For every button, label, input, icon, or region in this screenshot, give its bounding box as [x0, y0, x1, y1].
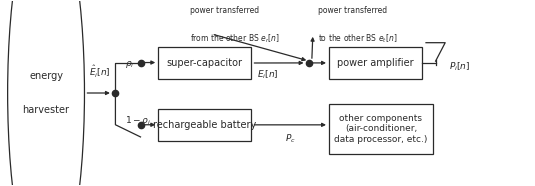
- Text: $P_c$: $P_c$: [285, 132, 296, 145]
- Bar: [329, 104, 433, 154]
- Text: power transferred: power transferred: [318, 6, 387, 15]
- Text: other components
(air-conditioner,
data processor, etc.): other components (air-conditioner, data …: [334, 114, 427, 144]
- Text: $E_i[n]$: $E_i[n]$: [257, 68, 278, 81]
- Ellipse shape: [7, 0, 85, 186]
- Text: $P_i[n]$: $P_i[n]$: [449, 60, 471, 73]
- Bar: [158, 109, 251, 141]
- Text: rechargeable battery: rechargeable battery: [153, 120, 256, 130]
- Text: $\hat{E}_i[n]$: $\hat{E}_i[n]$: [89, 64, 111, 80]
- Text: from the other BS $e_r[n]$: from the other BS $e_r[n]$: [190, 32, 280, 45]
- Text: power amplifier: power amplifier: [337, 58, 414, 68]
- Text: power transferred: power transferred: [190, 6, 259, 15]
- Bar: [158, 47, 251, 79]
- Text: energy: energy: [29, 71, 63, 81]
- Text: super-capacitor: super-capacitor: [167, 58, 243, 68]
- Text: harvester: harvester: [22, 105, 70, 115]
- Text: $\rho_i$: $\rho_i$: [125, 59, 134, 70]
- Text: $1-\rho_i$: $1-\rho_i$: [125, 114, 151, 127]
- Text: to the other BS $e_t[n]$: to the other BS $e_t[n]$: [318, 32, 398, 45]
- Bar: [329, 47, 422, 79]
